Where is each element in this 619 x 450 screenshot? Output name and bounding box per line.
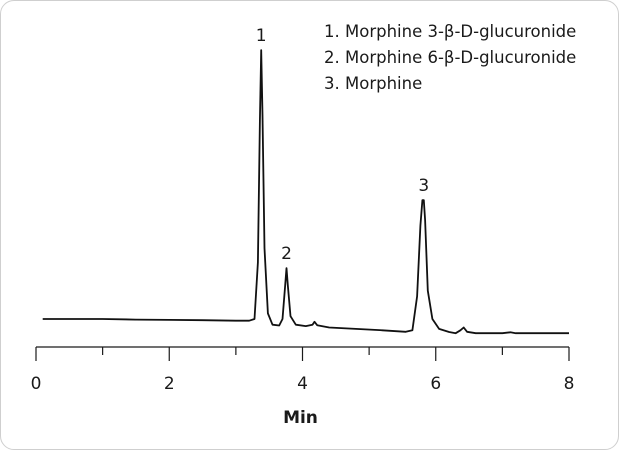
chromatogram-trace xyxy=(42,49,569,335)
x-tick-label: 8 xyxy=(564,374,575,394)
x-tick-label: 4 xyxy=(297,374,308,394)
peak-label-1: 1 xyxy=(256,26,267,46)
peak-label-3: 3 xyxy=(418,176,429,196)
x-tick-label: 2 xyxy=(164,374,175,394)
x-axis: 0 2 4 6 8 xyxy=(31,346,575,394)
legend-entry: 3. Morphine xyxy=(324,74,422,93)
legend: 1. Morphine 3-β-D-glucuronide 2. Morphine… xyxy=(324,22,576,93)
x-axis-ticks: 0 2 4 6 8 xyxy=(31,347,575,394)
x-axis-title: Min xyxy=(283,408,318,428)
x-tick-label: 6 xyxy=(430,374,441,394)
peak-labels: 1 2 3 xyxy=(256,26,429,264)
legend-entry: 1. Morphine 3-β-D-glucuronide xyxy=(324,22,576,41)
peak-label-2: 2 xyxy=(281,244,292,264)
legend-entry: 2. Morphine 6-β-D-glucuronide xyxy=(324,48,576,67)
x-tick-label: 0 xyxy=(31,374,42,394)
